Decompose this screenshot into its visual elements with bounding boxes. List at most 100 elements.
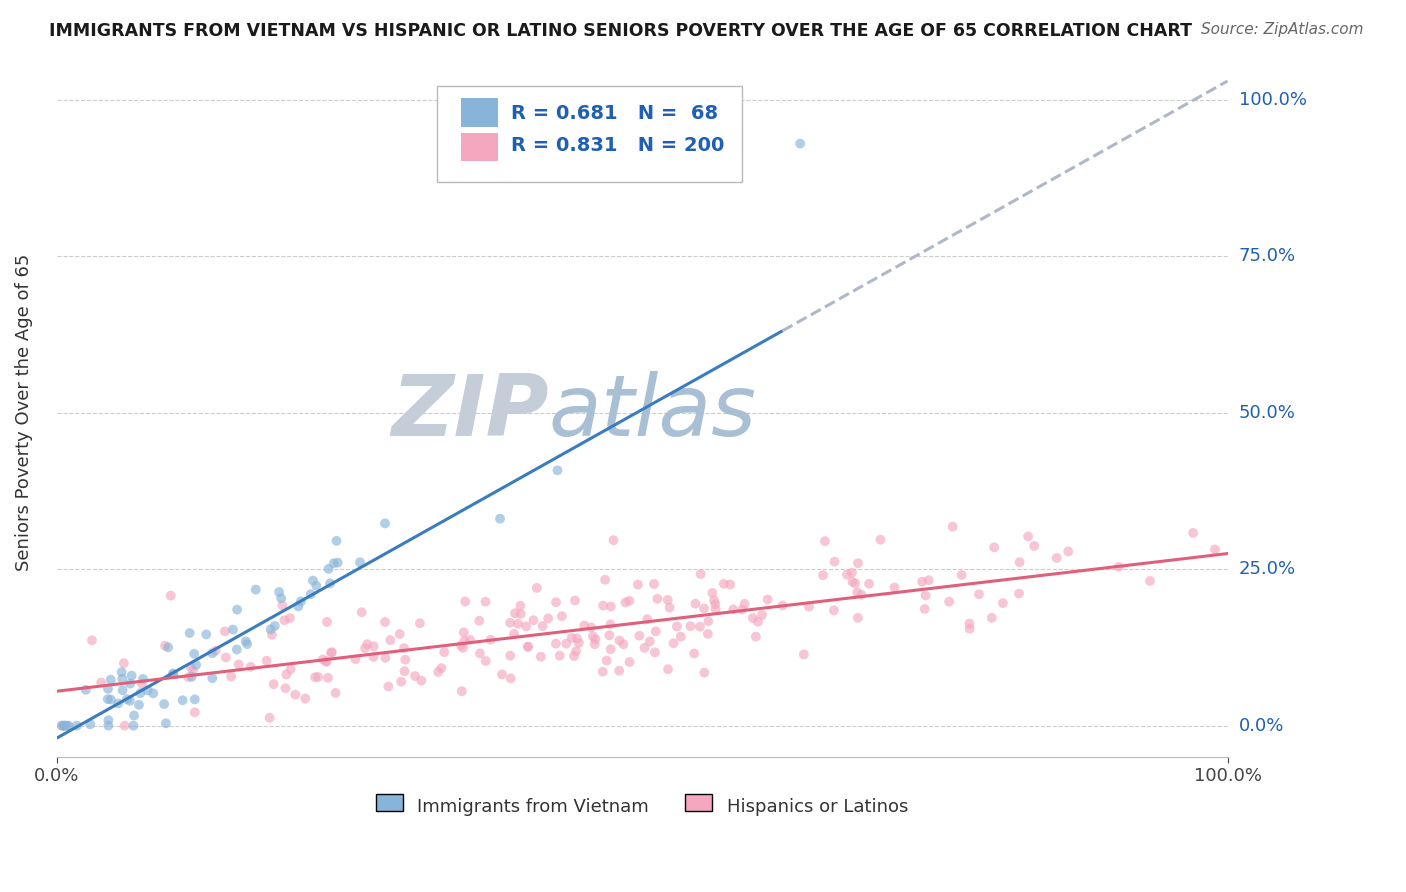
Point xyxy=(565,632,588,646)
Point xyxy=(111,665,134,680)
Point xyxy=(322,556,344,570)
Point xyxy=(503,627,526,641)
Point xyxy=(195,627,218,641)
Point xyxy=(883,581,905,595)
Point xyxy=(491,667,513,681)
Point xyxy=(179,626,201,640)
Point xyxy=(51,719,73,733)
Point xyxy=(702,586,724,600)
Point xyxy=(568,636,591,650)
Point xyxy=(1008,586,1031,600)
Point xyxy=(394,664,416,678)
Point xyxy=(747,615,769,629)
Point xyxy=(628,629,651,643)
Point xyxy=(263,619,285,633)
Point xyxy=(157,640,180,655)
Point xyxy=(938,594,960,608)
Point xyxy=(517,640,540,654)
Point xyxy=(612,637,634,651)
Point xyxy=(294,691,316,706)
Point xyxy=(259,711,281,725)
Point xyxy=(66,719,89,733)
Point xyxy=(153,639,176,653)
Point xyxy=(844,576,866,591)
FancyBboxPatch shape xyxy=(437,86,741,182)
Point xyxy=(354,641,377,656)
Point xyxy=(991,596,1014,610)
Point xyxy=(1008,555,1031,569)
Point xyxy=(450,684,472,698)
Point xyxy=(599,617,621,632)
Point xyxy=(374,615,396,629)
Point xyxy=(433,645,456,659)
Point xyxy=(506,616,529,631)
Point xyxy=(579,620,602,634)
Point xyxy=(689,620,711,634)
Point xyxy=(183,647,205,661)
Point xyxy=(111,683,134,698)
Point xyxy=(356,637,378,651)
Point xyxy=(689,567,711,582)
Text: R = 0.831   N = 200: R = 0.831 N = 200 xyxy=(510,136,724,155)
Point xyxy=(723,602,745,616)
Point xyxy=(835,567,858,582)
Point xyxy=(1204,542,1226,557)
Point xyxy=(389,674,412,689)
Point xyxy=(851,588,873,602)
Point xyxy=(551,609,574,624)
Point xyxy=(811,568,834,582)
Point xyxy=(162,666,184,681)
Point xyxy=(111,672,134,686)
Point xyxy=(394,653,416,667)
Point xyxy=(657,662,679,676)
Point xyxy=(454,594,477,608)
Point xyxy=(636,612,658,626)
Point xyxy=(1139,574,1161,588)
Point xyxy=(509,599,531,613)
Point xyxy=(114,719,136,733)
Point xyxy=(565,644,588,658)
Point xyxy=(280,662,302,676)
Point xyxy=(97,713,120,727)
Point xyxy=(319,576,342,591)
Point xyxy=(215,650,238,665)
Point xyxy=(693,665,716,680)
Point xyxy=(643,577,665,591)
Point xyxy=(304,670,326,684)
Point xyxy=(823,603,845,617)
Text: 25.0%: 25.0% xyxy=(1239,560,1296,578)
Point xyxy=(1024,539,1046,553)
Point xyxy=(499,671,522,685)
Point xyxy=(522,613,544,627)
Point xyxy=(121,668,143,682)
Point xyxy=(479,632,502,647)
FancyBboxPatch shape xyxy=(461,133,498,161)
Point xyxy=(225,642,247,657)
Point xyxy=(284,688,307,702)
Point xyxy=(633,640,655,655)
Point xyxy=(307,670,329,684)
Point xyxy=(278,611,301,625)
Point xyxy=(697,615,720,629)
Point xyxy=(326,556,349,570)
Point xyxy=(468,614,491,628)
Point xyxy=(957,616,980,631)
Point xyxy=(132,672,155,686)
Text: ZIP: ZIP xyxy=(391,371,548,454)
Point xyxy=(350,605,373,619)
Point xyxy=(180,660,202,674)
Text: 100.0%: 100.0% xyxy=(1239,91,1306,109)
Point xyxy=(609,633,631,648)
Point xyxy=(319,646,342,660)
Point xyxy=(503,606,526,620)
Point xyxy=(644,645,666,659)
Point xyxy=(657,593,679,607)
Point xyxy=(619,594,641,608)
Point xyxy=(79,717,101,731)
Point xyxy=(374,650,396,665)
Point xyxy=(911,574,934,589)
Point xyxy=(593,573,616,587)
Point xyxy=(846,585,869,599)
Point xyxy=(756,592,779,607)
Point xyxy=(321,645,343,659)
